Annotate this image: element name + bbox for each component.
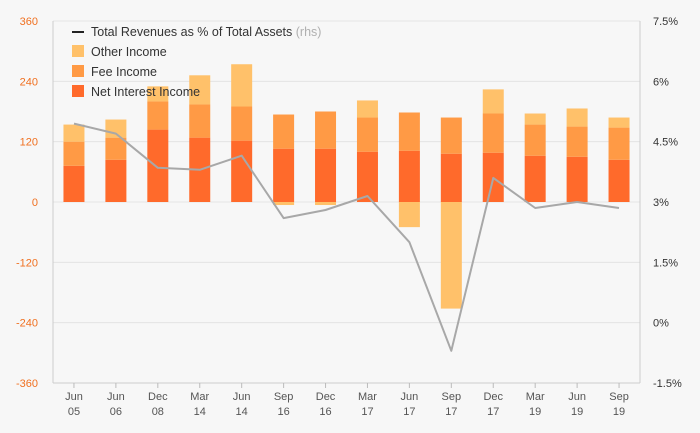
bar-fee-income (147, 101, 169, 130)
bar-other-income (482, 89, 504, 114)
legend: Total Revenues as % of Total Assets (rhs… (72, 25, 321, 99)
y-right-tick-label: -1.5% (653, 378, 682, 390)
bar-net-interest-income (231, 140, 253, 202)
legend-swatch (72, 45, 84, 57)
bar-net-interest-income (315, 148, 337, 202)
y-left-tick-label: 240 (20, 76, 38, 88)
x-tick-label-month: Sep (609, 391, 629, 403)
x-tick-label-month: Mar (358, 391, 377, 403)
x-tick-label-month: Sep (442, 391, 462, 403)
bar-net-interest-income (273, 148, 295, 202)
bar-net-interest-income (566, 156, 588, 202)
y-left-tick-label: -360 (16, 378, 38, 390)
bar-other-income (608, 117, 630, 128)
x-tick-label-month: Dec (148, 391, 168, 403)
x-tick-label-year: 19 (571, 406, 583, 418)
y-right-tick-label: 0% (653, 318, 669, 330)
bar-other-income (566, 108, 588, 127)
bar-fee-income (356, 117, 378, 152)
bar-net-interest-income (147, 129, 169, 202)
x-tick-label-month: Jun (107, 391, 125, 403)
bar-fee-income (63, 141, 85, 166)
bar-net-interest-income (105, 159, 127, 202)
y-right-tick-label: 1.5% (653, 257, 678, 269)
x-tick-label-month: Jun (65, 391, 83, 403)
x-tick-label-year: 16 (319, 406, 331, 418)
bar-other-income (189, 75, 211, 105)
x-tick-label-year: 14 (194, 406, 206, 418)
legend-label-line: Total Revenues as % of Total Assets (rhs… (91, 25, 321, 39)
bar-fee-income (566, 126, 588, 157)
bar-fee-income (398, 112, 420, 151)
x-tick-label-month: Jun (233, 391, 251, 403)
bars-layer (63, 64, 630, 309)
x-tick-label-month: Sep (274, 391, 294, 403)
bar-other-income (524, 113, 546, 125)
bar-fee-income (608, 127, 630, 160)
x-tick-label-year: 19 (529, 406, 541, 418)
y-left-tick-label: 360 (20, 16, 38, 28)
x-tick-label-year: 08 (152, 406, 164, 418)
x-tick-label-year: 06 (110, 406, 122, 418)
x-tick-label-year: 17 (403, 406, 415, 418)
x-tick-label-month: Dec (316, 391, 336, 403)
legend-line-name: Total Revenues as % of Total Assets (91, 25, 292, 39)
bar-other-income (440, 202, 462, 309)
x-tick-label-month: Mar (526, 391, 545, 403)
x-tick-label-year: 05 (68, 406, 80, 418)
bar-fee-income (315, 111, 337, 149)
x-tick-label-month: Jun (568, 391, 586, 403)
bar-other-income (63, 124, 85, 142)
bar-net-interest-income (608, 159, 630, 202)
axes-layer: 360 240 120 0 -120 -240 -360 7.5% 6% 4.5% 3% 1.5% 0%… (16, 16, 682, 418)
x-tick-label-month: Mar (190, 391, 209, 403)
bar-net-interest-income (524, 155, 546, 202)
y-left-tick-label: 120 (20, 137, 38, 149)
bar-other-income (105, 119, 127, 138)
y-right-tick-label: 7.5% (653, 16, 678, 28)
bar-fee-income (231, 106, 253, 141)
bar-fee-income (105, 137, 127, 160)
y-right-tick-label: 6% (653, 76, 669, 88)
legend-swatch (72, 85, 84, 97)
legend-label: Fee Income (91, 65, 157, 79)
x-tick-label-year: 16 (277, 406, 289, 418)
x-tick-label-year: 17 (445, 406, 457, 418)
y-left-tick-label: -120 (16, 257, 38, 269)
bar-fee-income (482, 113, 504, 153)
y-left-tick-label: -240 (16, 318, 38, 330)
bar-other-income (147, 86, 169, 102)
line-total-revenues-pct-assets (73, 122, 620, 352)
legend-label: Net Interest Income (91, 85, 200, 99)
x-tick-label-month: Dec (483, 391, 503, 403)
bar-other-income (356, 100, 378, 118)
legend-swatch (72, 65, 84, 77)
bar-net-interest-income (356, 151, 378, 202)
legend-line-suffix: (rhs) (292, 25, 321, 39)
x-tick-label-year: 17 (361, 406, 373, 418)
line-layer (73, 122, 620, 352)
bar-net-interest-income (440, 153, 462, 202)
bar-fee-income (440, 117, 462, 154)
x-tick-label-year: 19 (613, 406, 625, 418)
bar-other-income (231, 64, 253, 107)
y-right-tick-label: 3% (653, 197, 669, 209)
y-left-tick-label: 0 (32, 197, 38, 209)
bar-other-income (398, 202, 420, 228)
bar-fee-income (189, 104, 211, 138)
bar-fee-income (273, 114, 295, 149)
bar-net-interest-income (63, 165, 85, 202)
x-tick-label-year: 17 (487, 406, 499, 418)
x-tick-label-month: Jun (401, 391, 419, 403)
y-right-tick-label: 4.5% (653, 137, 678, 149)
bar-net-interest-income (398, 150, 420, 202)
bar-fee-income (524, 124, 546, 156)
legend-label: Other Income (91, 45, 167, 59)
x-tick-label-year: 14 (236, 406, 248, 418)
bar-other-income (273, 202, 295, 206)
bar-other-income (315, 202, 337, 206)
